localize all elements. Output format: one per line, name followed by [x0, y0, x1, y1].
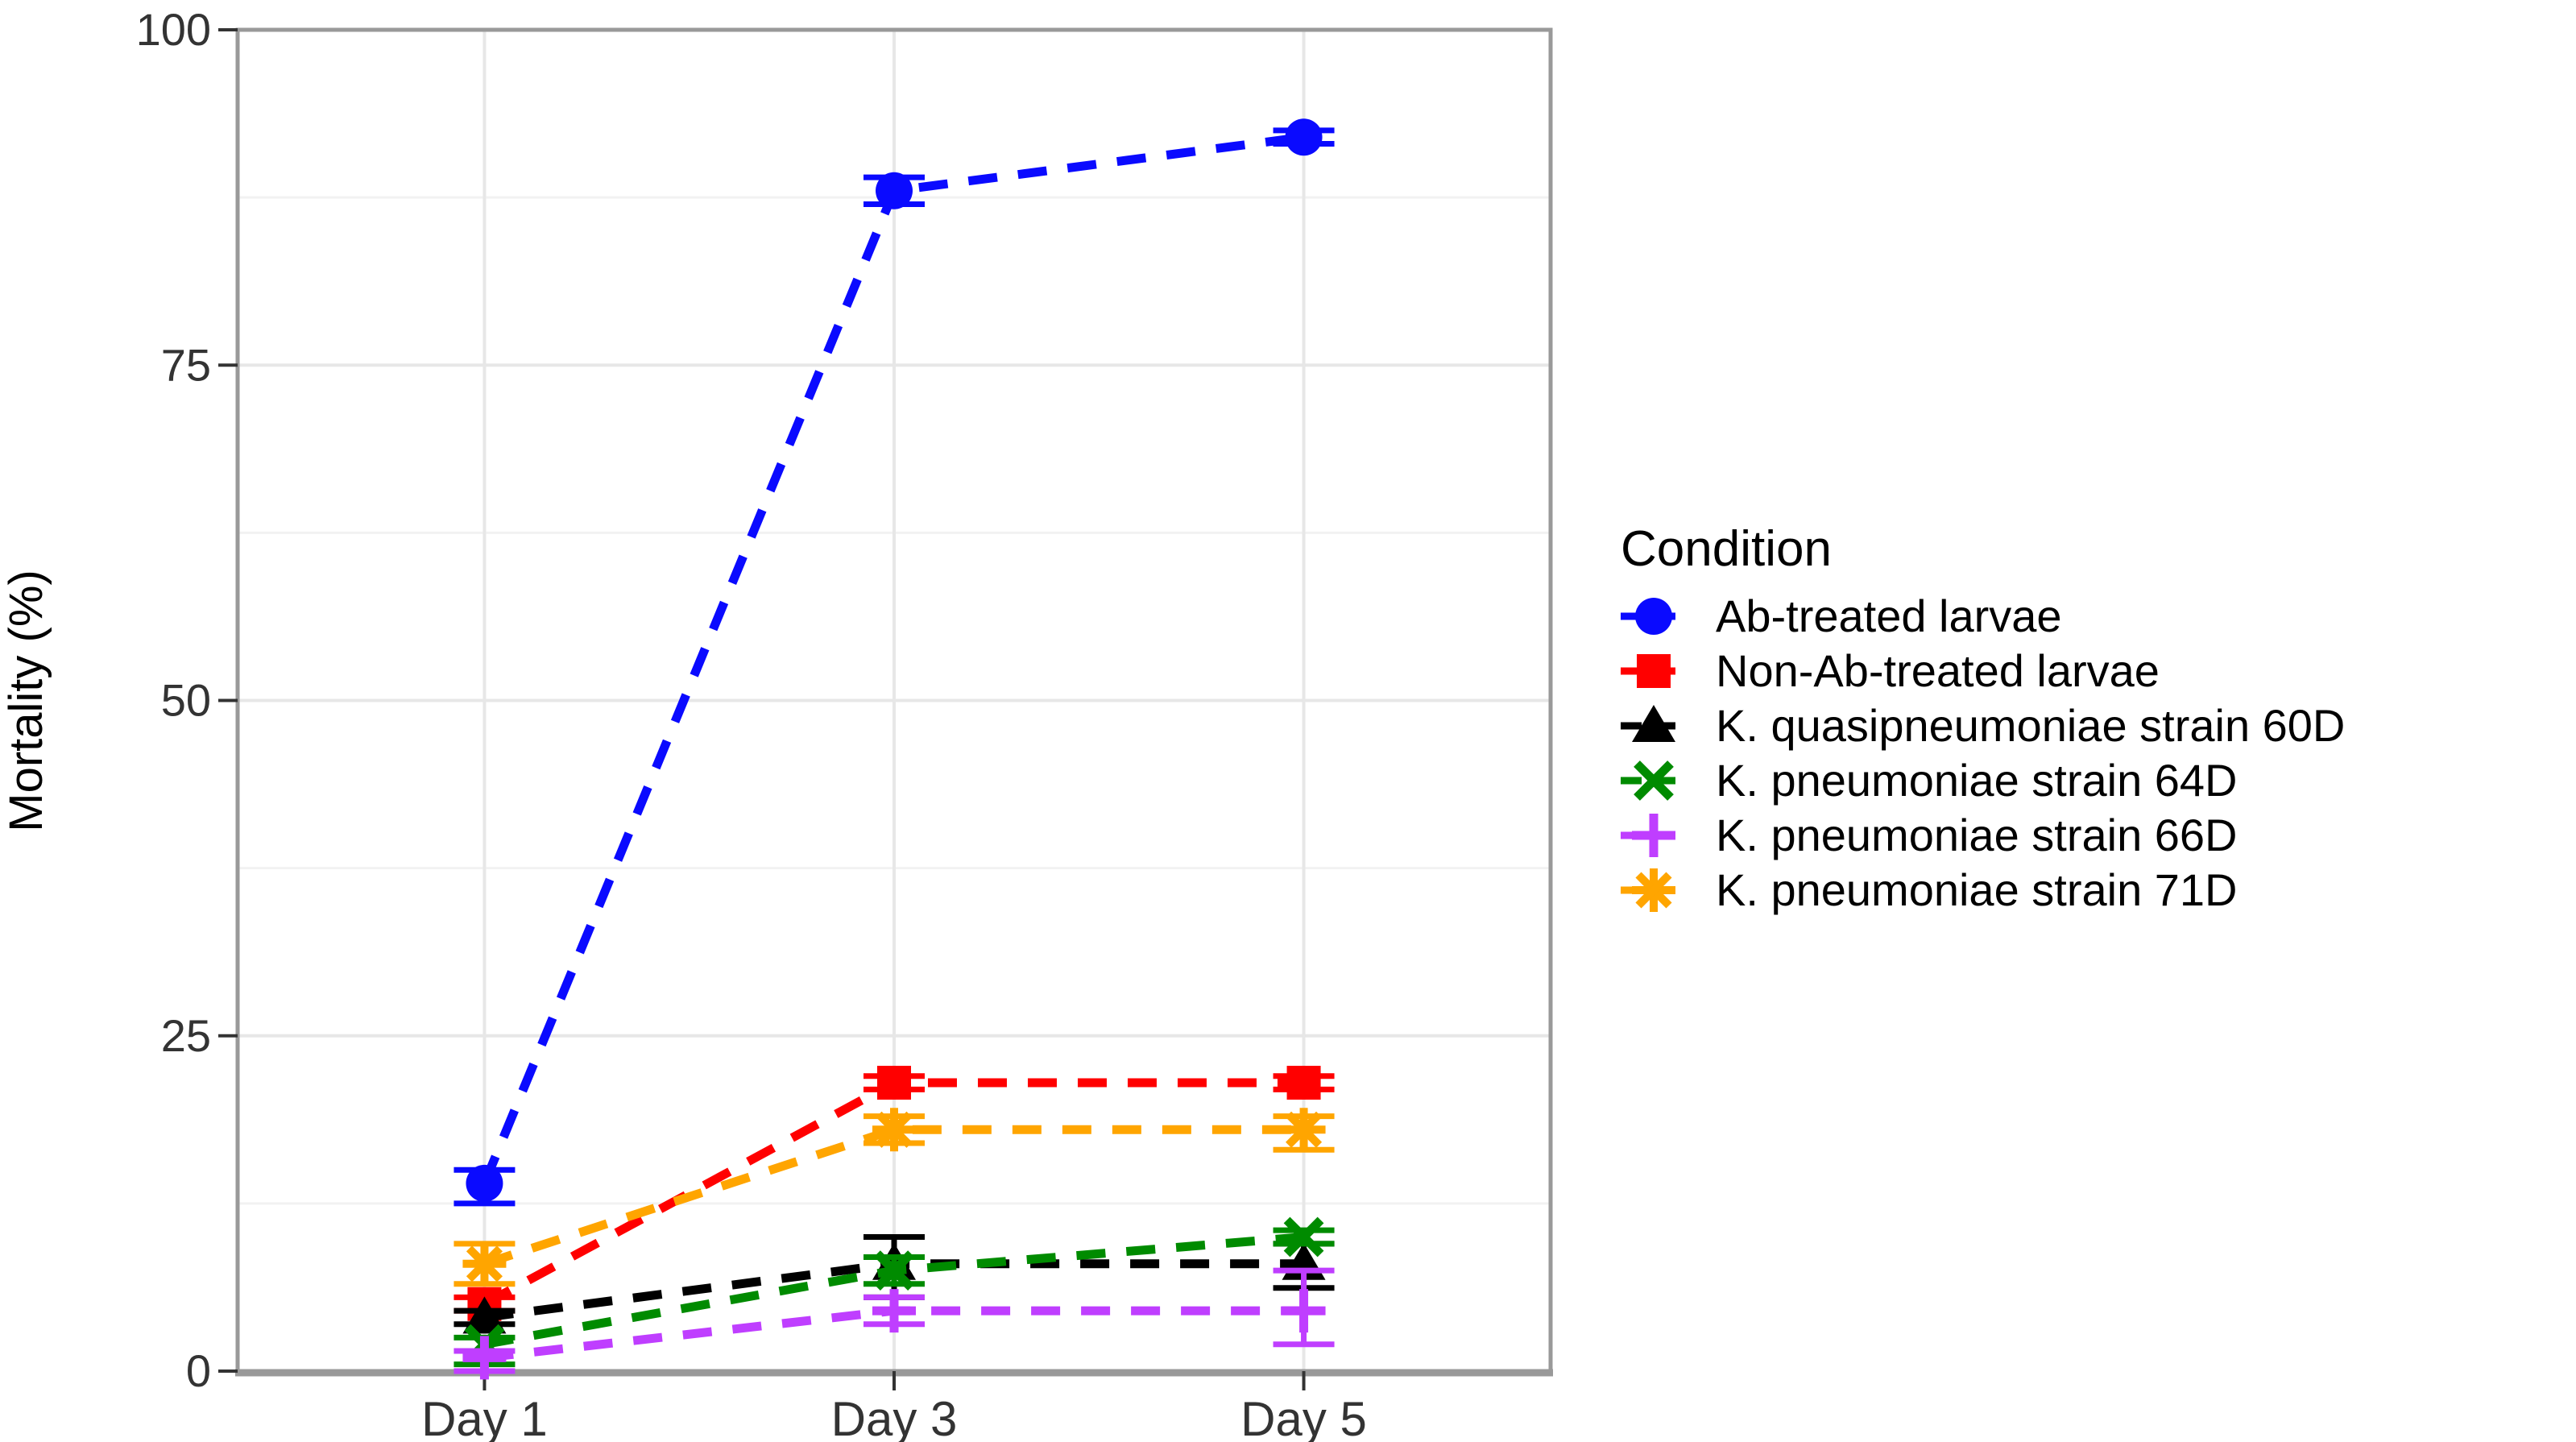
axis-ticks: 0 25 50 75 100 Day 1 Day 3 Day 5: [136, 4, 1367, 1442]
plus-marker-icon: [1632, 814, 1675, 857]
x-tick-label: Day 3: [831, 1392, 958, 1442]
x-marker-icon: [1283, 1216, 1324, 1258]
plus-marker-icon: [1282, 1289, 1326, 1333]
y-axis-title: Mortality (%): [0, 570, 52, 831]
series-ab-treated-larvae: [453, 118, 1335, 1207]
gridlines-major: [238, 28, 1551, 1373]
asterisk-marker-icon: [462, 1241, 507, 1286]
x-tick-label: Day 1: [421, 1392, 548, 1442]
asterisk-marker-icon: [1632, 868, 1675, 912]
chart-generated-layers: 0 25 50 75 100 Day 1 Day 3 Day 5 Ab-treated larv…: [136, 4, 2346, 1442]
legend-item-label: K. pneumoniae strain 66D: [1716, 810, 2238, 860]
square-marker-icon: [877, 1066, 911, 1100]
legend-item-label: K. quasipneumoniae strain 60D: [1716, 700, 2345, 751]
y-tick-label: 0: [186, 1345, 211, 1396]
square-marker-icon: [1637, 654, 1671, 688]
legend-item-label: Ab-treated larvae: [1716, 590, 2062, 641]
triangle-marker-icon: [462, 1296, 507, 1334]
y-tick-label: 50: [161, 675, 211, 726]
legend-item-label: K. pneumoniae strain 64D: [1716, 755, 2238, 806]
circle-marker-icon: [466, 1164, 503, 1202]
circle-marker-icon: [876, 172, 913, 209]
legend-item-k-pneumoniae-strain-64d: K. pneumoniae strain 64D: [1621, 755, 2238, 806]
plus-marker-icon: [462, 1336, 507, 1380]
legend-item-k-pneumoniae-strain-66d: K. pneumoniae strain 66D: [1621, 810, 2238, 860]
series-k-pneumoniae-strain-66d: [453, 1267, 1335, 1380]
x-marker-icon: [1634, 760, 1674, 801]
legend-item-non-ab-treated-larvae: Non-Ab-treated larvae: [1621, 645, 2160, 696]
legend-item-k-pneumoniae-strain-71d: K. pneumoniae strain 71D: [1621, 864, 2238, 915]
circle-marker-icon: [1285, 118, 1323, 156]
square-marker-icon: [1286, 1066, 1321, 1100]
x-marker-icon: [874, 1250, 914, 1291]
circle-marker-icon: [1635, 598, 1672, 635]
legend-item-label: Non-Ab-treated larvae: [1716, 645, 2160, 696]
x-tick-label: Day 5: [1240, 1392, 1367, 1442]
asterisk-marker-icon: [872, 1108, 916, 1152]
legend-item-k-quasipneumoniae-strain-60d: K. quasipneumoniae strain 60D: [1621, 700, 2345, 751]
triangle-marker-icon: [1632, 705, 1675, 742]
y-tick-label: 100: [136, 4, 211, 55]
legend-item-ab-treated-larvae: Ab-treated larvae: [1621, 590, 2062, 641]
asterisk-marker-icon: [1282, 1108, 1326, 1152]
plus-marker-icon: [872, 1289, 916, 1333]
series-k-pneumoniae-strain-71d: [453, 1108, 1335, 1287]
y-tick-label: 25: [161, 1010, 211, 1061]
legend-item-label: K. pneumoniae strain 71D: [1716, 864, 2238, 915]
legend-title: Condition: [1621, 521, 1832, 577]
y-tick-label: 75: [161, 339, 211, 390]
series-line: [482, 1125, 1304, 1269]
